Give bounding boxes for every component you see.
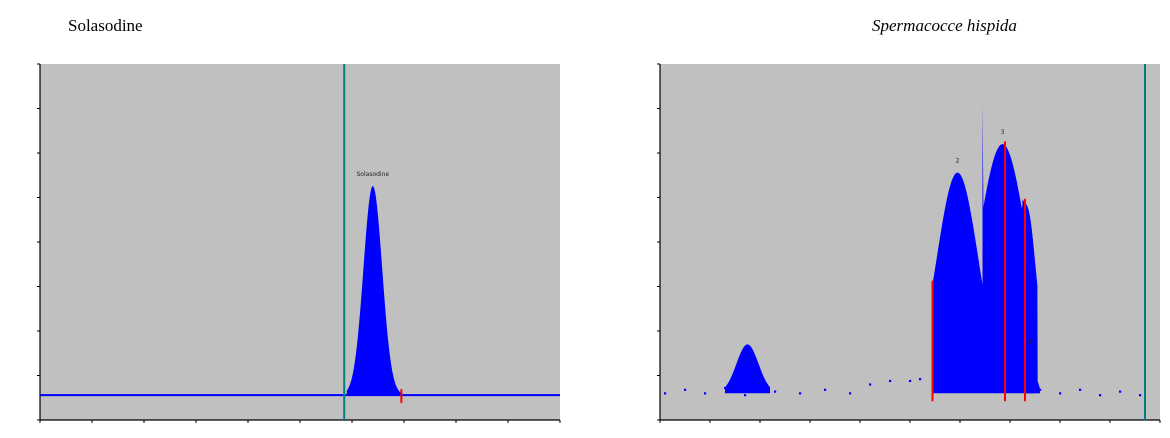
noise-point xyxy=(1059,392,1062,395)
peak-area xyxy=(346,186,402,396)
noise-point xyxy=(824,388,827,391)
peak-area xyxy=(725,344,770,394)
peak-area xyxy=(932,172,983,394)
peak-area xyxy=(1022,199,1040,394)
noise-point xyxy=(909,379,912,383)
noise-point xyxy=(774,390,777,393)
plot-area xyxy=(40,64,560,420)
noise-point xyxy=(1139,394,1142,397)
noise-point xyxy=(889,379,892,383)
noise-point xyxy=(684,388,687,391)
noise-point xyxy=(1099,394,1102,397)
plot-area xyxy=(660,64,1160,420)
noise-point xyxy=(1039,388,1042,391)
noise-point xyxy=(704,392,707,395)
noise-point xyxy=(1119,390,1122,393)
peak-label: 3 xyxy=(1001,129,1005,136)
noise-point xyxy=(869,383,872,386)
noise-point xyxy=(849,392,852,395)
noise-point xyxy=(744,394,747,397)
chromatogram-solasodine: Solasodine xyxy=(37,63,561,423)
chart-title-spermacocce: Spermacocce hispida xyxy=(872,16,1017,35)
peak-label: Solasodine xyxy=(357,171,390,178)
noise-point xyxy=(799,392,802,395)
chart-title-solasodine: Solasodine xyxy=(68,16,143,35)
peak-label: 2 xyxy=(956,158,960,165)
noise-point xyxy=(664,392,667,395)
chromatogram-spermacocce: 2 3 4 xyxy=(657,63,1161,423)
noise-point xyxy=(1079,388,1082,391)
peak-label: 4 xyxy=(1028,338,1032,345)
noise-point xyxy=(919,378,922,381)
